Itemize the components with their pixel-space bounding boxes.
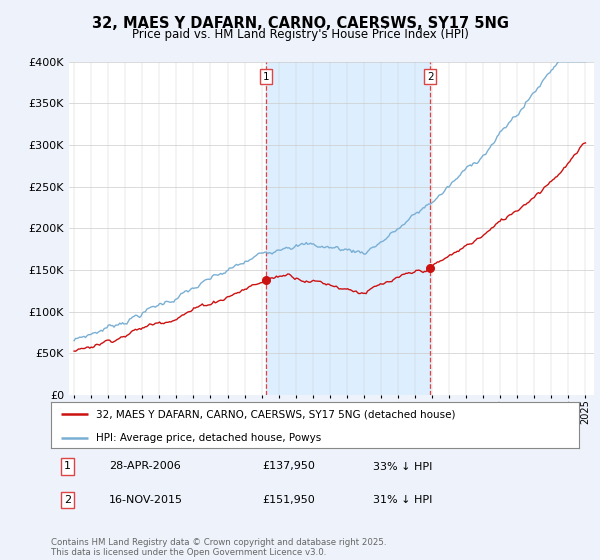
Text: 2: 2 bbox=[64, 495, 71, 505]
Text: 1: 1 bbox=[64, 461, 71, 472]
Text: 32, MAES Y DAFARN, CARNO, CAERSWS, SY17 5NG: 32, MAES Y DAFARN, CARNO, CAERSWS, SY17 … bbox=[91, 16, 509, 31]
Text: HPI: Average price, detached house, Powys: HPI: Average price, detached house, Powy… bbox=[96, 433, 321, 443]
Text: 32, MAES Y DAFARN, CARNO, CAERSWS, SY17 5NG (detached house): 32, MAES Y DAFARN, CARNO, CAERSWS, SY17 … bbox=[96, 409, 455, 419]
Text: 31% ↓ HPI: 31% ↓ HPI bbox=[373, 495, 433, 505]
Point bbox=[262, 276, 271, 284]
Text: £151,950: £151,950 bbox=[262, 495, 315, 505]
Text: Contains HM Land Registry data © Crown copyright and database right 2025.
This d: Contains HM Land Registry data © Crown c… bbox=[51, 538, 386, 557]
Point bbox=[425, 264, 435, 273]
Text: 1: 1 bbox=[263, 72, 270, 82]
Text: £137,950: £137,950 bbox=[262, 461, 315, 472]
Text: Price paid vs. HM Land Registry's House Price Index (HPI): Price paid vs. HM Land Registry's House … bbox=[131, 28, 469, 41]
Bar bbox=[266, 62, 430, 395]
Text: 28-APR-2006: 28-APR-2006 bbox=[109, 461, 181, 472]
Text: 33% ↓ HPI: 33% ↓ HPI bbox=[373, 461, 433, 472]
Text: 2: 2 bbox=[427, 72, 434, 82]
Text: 16-NOV-2015: 16-NOV-2015 bbox=[109, 495, 183, 505]
